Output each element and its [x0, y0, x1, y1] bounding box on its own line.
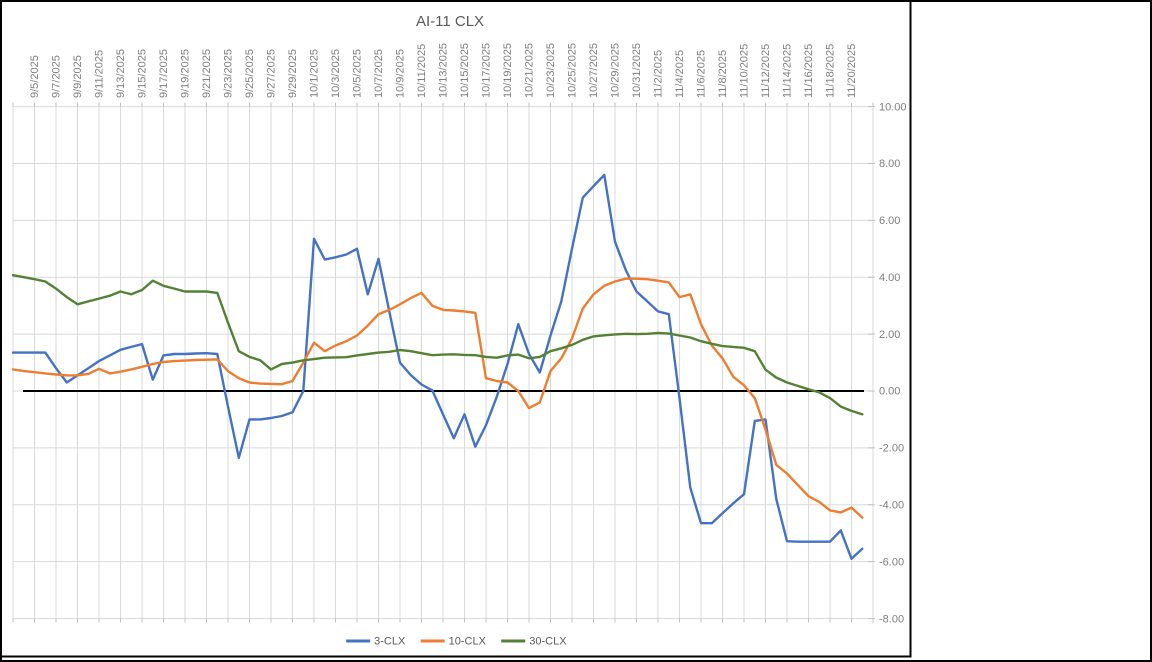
x-tick-label: 10/5/2025 [352, 49, 364, 98]
x-tick-label: 11/10/2025 [739, 44, 751, 98]
y-tick-label: 8.00 [879, 158, 900, 170]
x-tick-label: 10/21/2025 [524, 43, 536, 98]
x-tick-label: 9/23/2025 [223, 49, 235, 98]
x-tick-label: 10/3/2025 [330, 49, 342, 98]
x-tick-label: 10/29/2025 [610, 43, 622, 98]
y-tick-label: -6.00 [879, 556, 904, 568]
x-tick-label: 9/19/2025 [180, 49, 192, 98]
series-line-30-clx [11, 274, 864, 416]
x-tick-label: 11/20/2025 [846, 44, 858, 98]
x-tick-label: 11/6/2025 [696, 50, 708, 98]
y-tick-label: 10.00 [879, 101, 907, 113]
y-tick-label: -4.00 [879, 500, 904, 512]
legend-item: 3-CLX [346, 636, 406, 648]
x-tick-label: 10/23/2025 [545, 43, 557, 98]
x-tick-label: 10/15/2025 [459, 43, 471, 98]
x-tick-label: 10/11/2025 [416, 44, 428, 98]
x-tick-label: 9/9/2025 [72, 55, 84, 98]
x-tick-label: 11/16/2025 [803, 44, 815, 98]
x-tick-label: 11/12/2025 [760, 44, 772, 98]
x-tick-label: 9/21/2025 [201, 49, 213, 98]
series-lines [11, 173, 864, 560]
legend: 3-CLX 10-CLX 30-CLX [346, 636, 567, 648]
x-tick-label: 9/17/2025 [158, 49, 170, 98]
series-line-3-clx [11, 173, 864, 560]
chart-title: AI-11 CLX [416, 13, 484, 30]
x-tick-label: 10/19/2025 [502, 43, 514, 98]
y-tick-label: 6.00 [879, 215, 900, 227]
x-tick-label: 9/27/2025 [266, 49, 278, 98]
y-tick-label: 0.00 [879, 386, 900, 398]
legend-item: 30-CLX [501, 636, 567, 648]
x-tick-label: 11/4/2025 [674, 50, 686, 98]
x-tick-label: 9/5/2025 [29, 55, 41, 98]
x-tick-label: 9/29/2025 [287, 49, 299, 98]
x-tick-label: 10/7/2025 [373, 49, 385, 98]
x-tick-label: 9/25/2025 [244, 49, 256, 98]
y-tick-label: -8.00 [879, 613, 904, 625]
y-tick-label: -2.00 [879, 443, 904, 455]
x-tick-label: 10/27/2025 [588, 43, 600, 98]
x-tick-label: 11/18/2025 [825, 44, 837, 98]
x-tick-label: 10/31/2025 [631, 43, 643, 98]
axis-tick-marks [12, 102, 875, 623]
legend-label: 10-CLX [449, 636, 487, 648]
x-tick-label: 11/14/2025 [782, 44, 794, 98]
x-tick-label: 9/13/2025 [115, 49, 127, 98]
y-tick-label: 2.00 [879, 329, 900, 341]
x-tick-label: 9/15/2025 [137, 49, 149, 98]
x-tick-label: 11/2/2025 [653, 50, 665, 98]
y-axis-labels: 10.00 8.00 6.00 4.00 2.00 0.00 -2.00 -4.00 -6.00… [879, 101, 907, 625]
legend-item: 10-CLX [420, 636, 487, 648]
series-line-10-clx [11, 277, 864, 519]
x-tick-label: 10/25/2025 [567, 43, 579, 98]
x-tick-label: 11/8/2025 [717, 50, 729, 98]
chart-object-border [2, 2, 912, 658]
legend-label: 30-CLX [529, 636, 567, 648]
legend-label: 3-CLX [374, 636, 406, 648]
x-axis-labels: 9/5/2025 9/7/2025 9/9/2025 9/11/2025 9/13/20… [29, 43, 858, 98]
x-tick-label: 9/7/2025 [51, 55, 63, 98]
x-tick-label: 10/1/2025 [309, 49, 321, 98]
x-tick-label: 10/9/2025 [395, 49, 407, 98]
y-tick-label: 4.00 [879, 272, 900, 284]
plot-gridlines [12, 106, 874, 620]
x-tick-label: 10/13/2025 [438, 43, 450, 98]
x-tick-label: 9/11/2025 [94, 50, 106, 98]
x-tick-label: 10/17/2025 [481, 43, 493, 98]
